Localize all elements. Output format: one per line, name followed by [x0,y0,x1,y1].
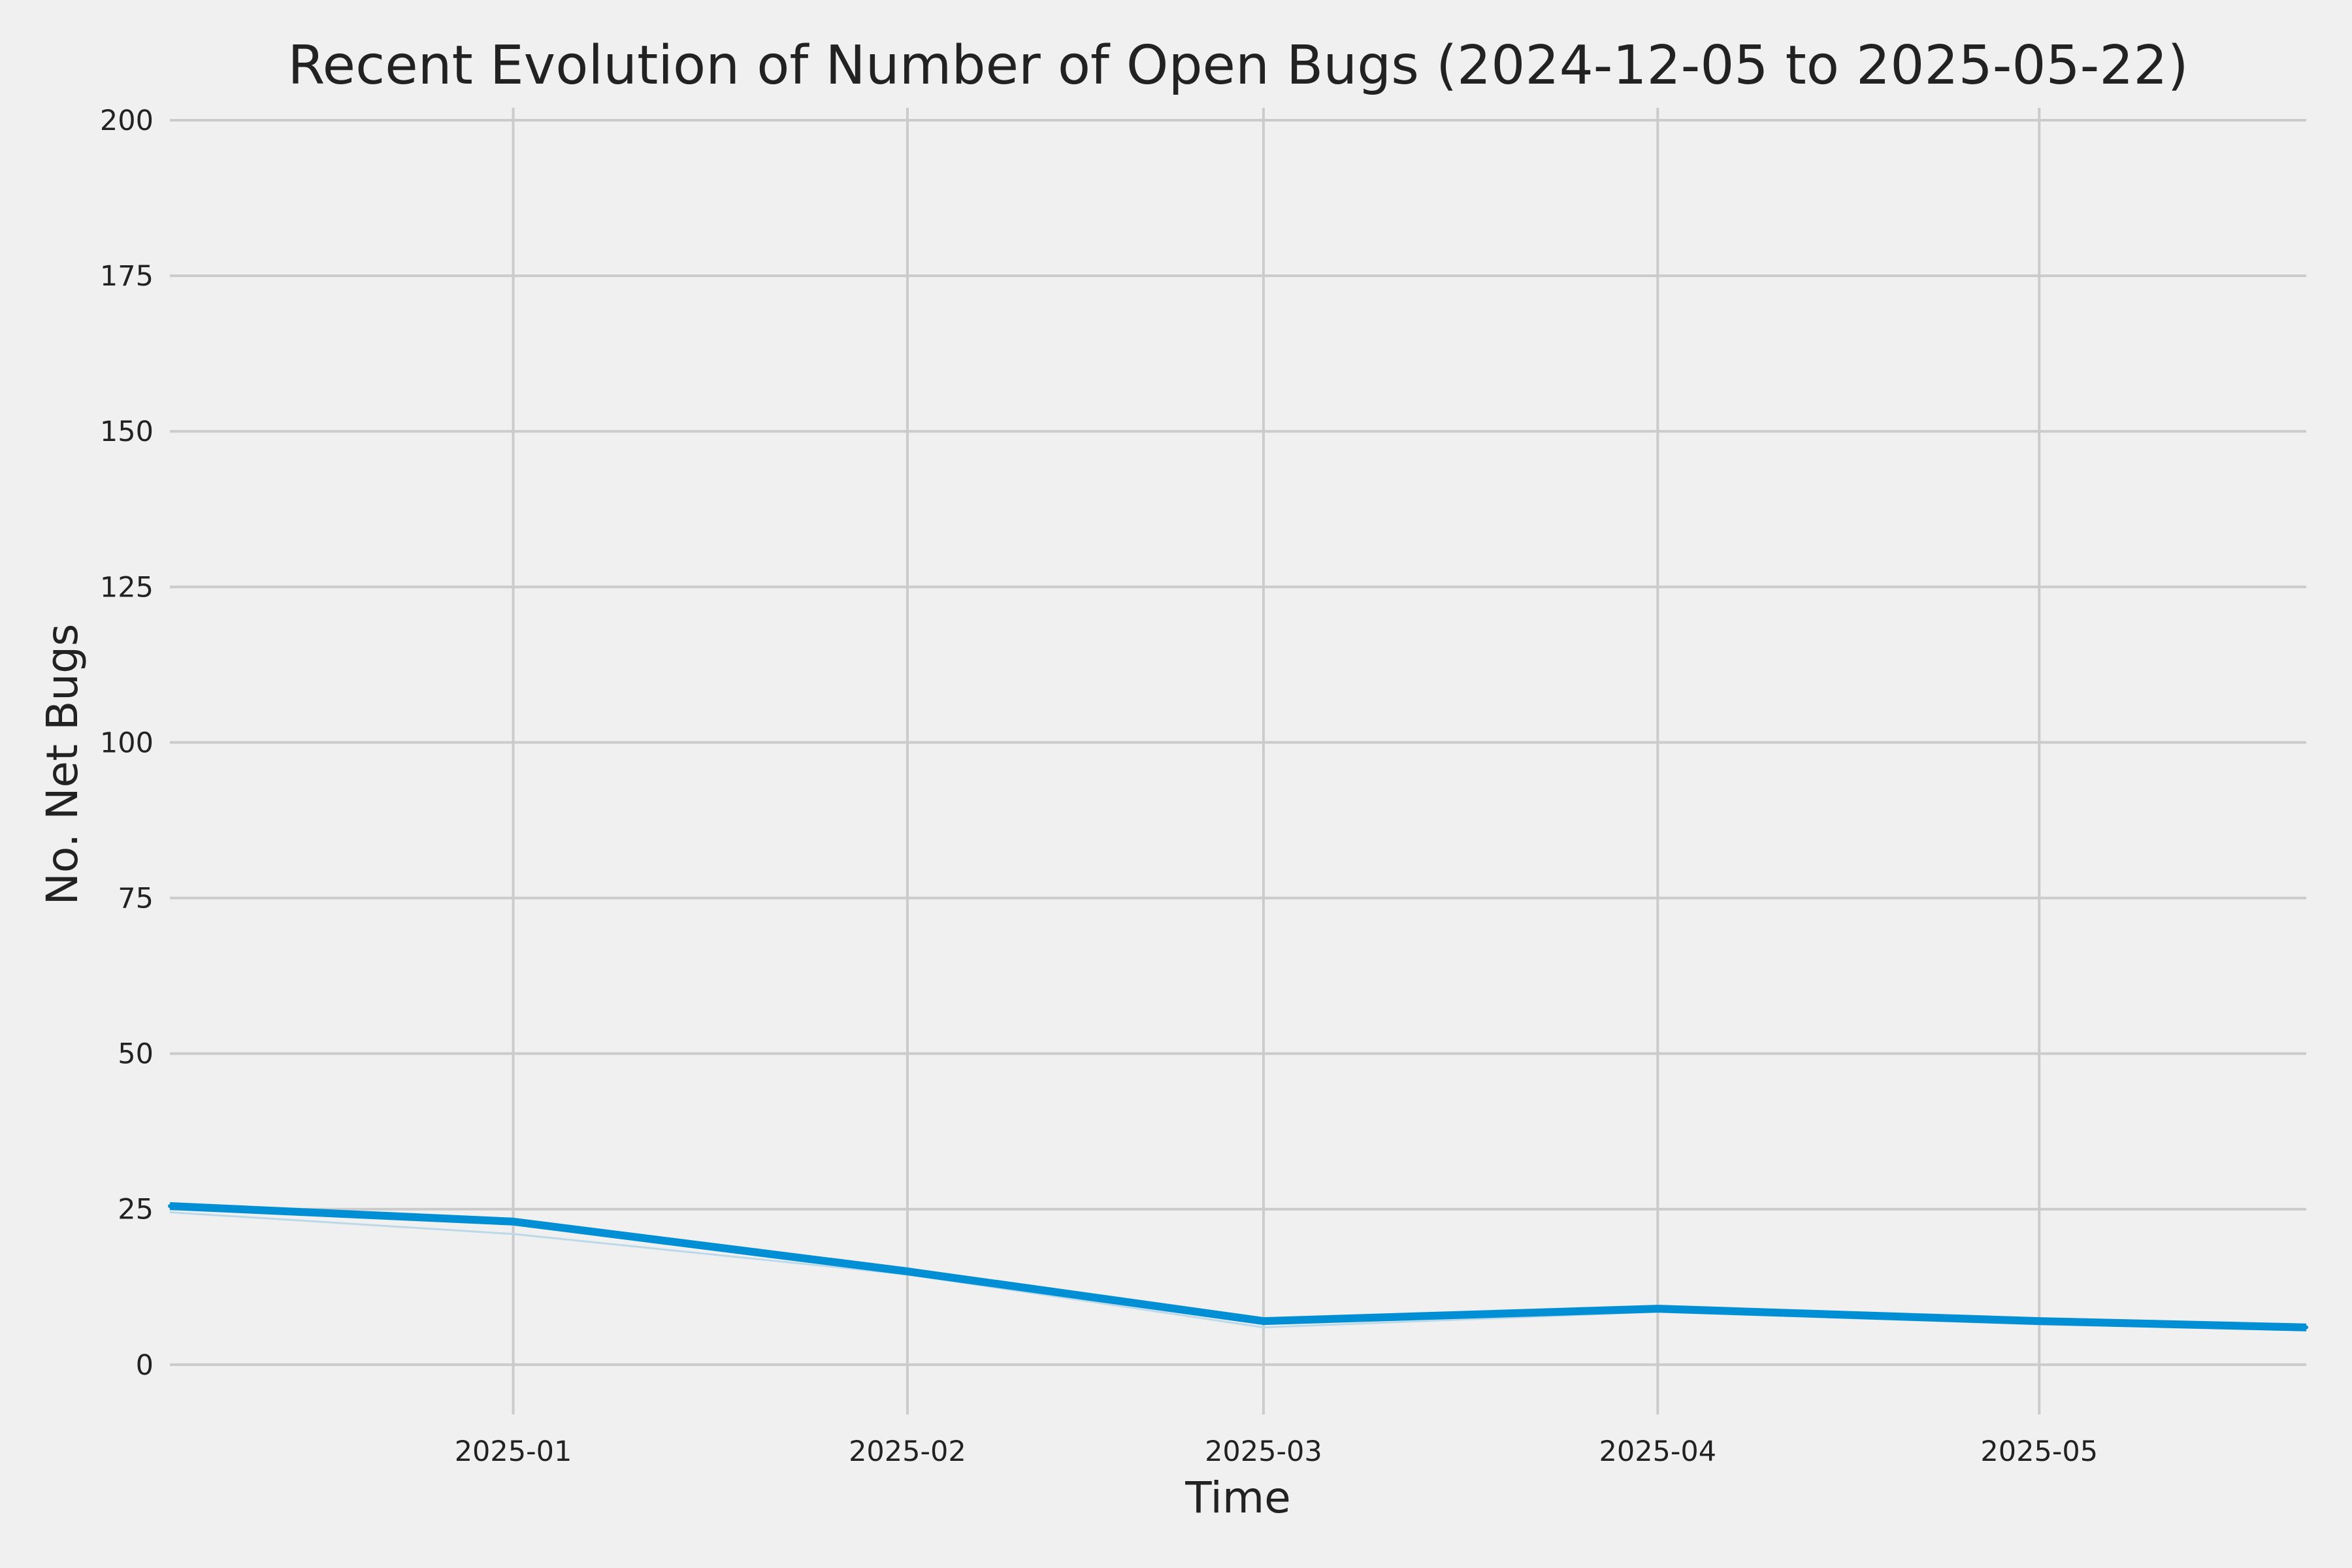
data-point [168,1203,172,1208]
x-tick-label: 2025-05 [1980,1435,2098,1468]
y-tick-label: 0 [136,1349,154,1382]
y-tick-labels: 0 25 50 75 100 125 150 175 200 [100,105,154,1382]
x-tick-label: 2025-02 [849,1435,966,1468]
y-tick-label: 75 [118,883,154,915]
chart-title: Recent Evolution of Number of Open Bugs … [287,35,2188,97]
x-tick-labels: 2025-01 2025-02 2025-03 2025-04 2025-05 [455,1435,2098,1468]
data-point [905,1269,909,1273]
series-group [168,1202,2308,1331]
data-point [1262,1326,1264,1328]
gridlines [170,108,2306,1414]
y-tick-label: 50 [118,1038,154,1071]
x-tick-label: 2025-01 [455,1435,572,1468]
x-axis-label: Time [1184,1473,1291,1523]
data-point [512,1233,514,1235]
data-point [169,1211,171,1213]
x-tick-label: 2025-03 [1205,1435,1322,1468]
x-tick-label: 2025-04 [1599,1435,1716,1468]
y-axis-label: No. Net Bugs [37,624,88,906]
y-tick-label: 200 [100,105,154,137]
data-point [2304,1325,2308,1330]
data-point [1656,1307,1660,1311]
y-tick-label: 100 [100,727,154,759]
data-point [2037,1319,2042,1324]
data-point [511,1219,515,1224]
y-tick-label: 150 [100,416,154,448]
y-tick-label: 125 [100,571,154,604]
data-point [1261,1319,1266,1324]
y-tick-label: 25 [118,1194,154,1226]
y-tick-label: 175 [100,260,154,293]
